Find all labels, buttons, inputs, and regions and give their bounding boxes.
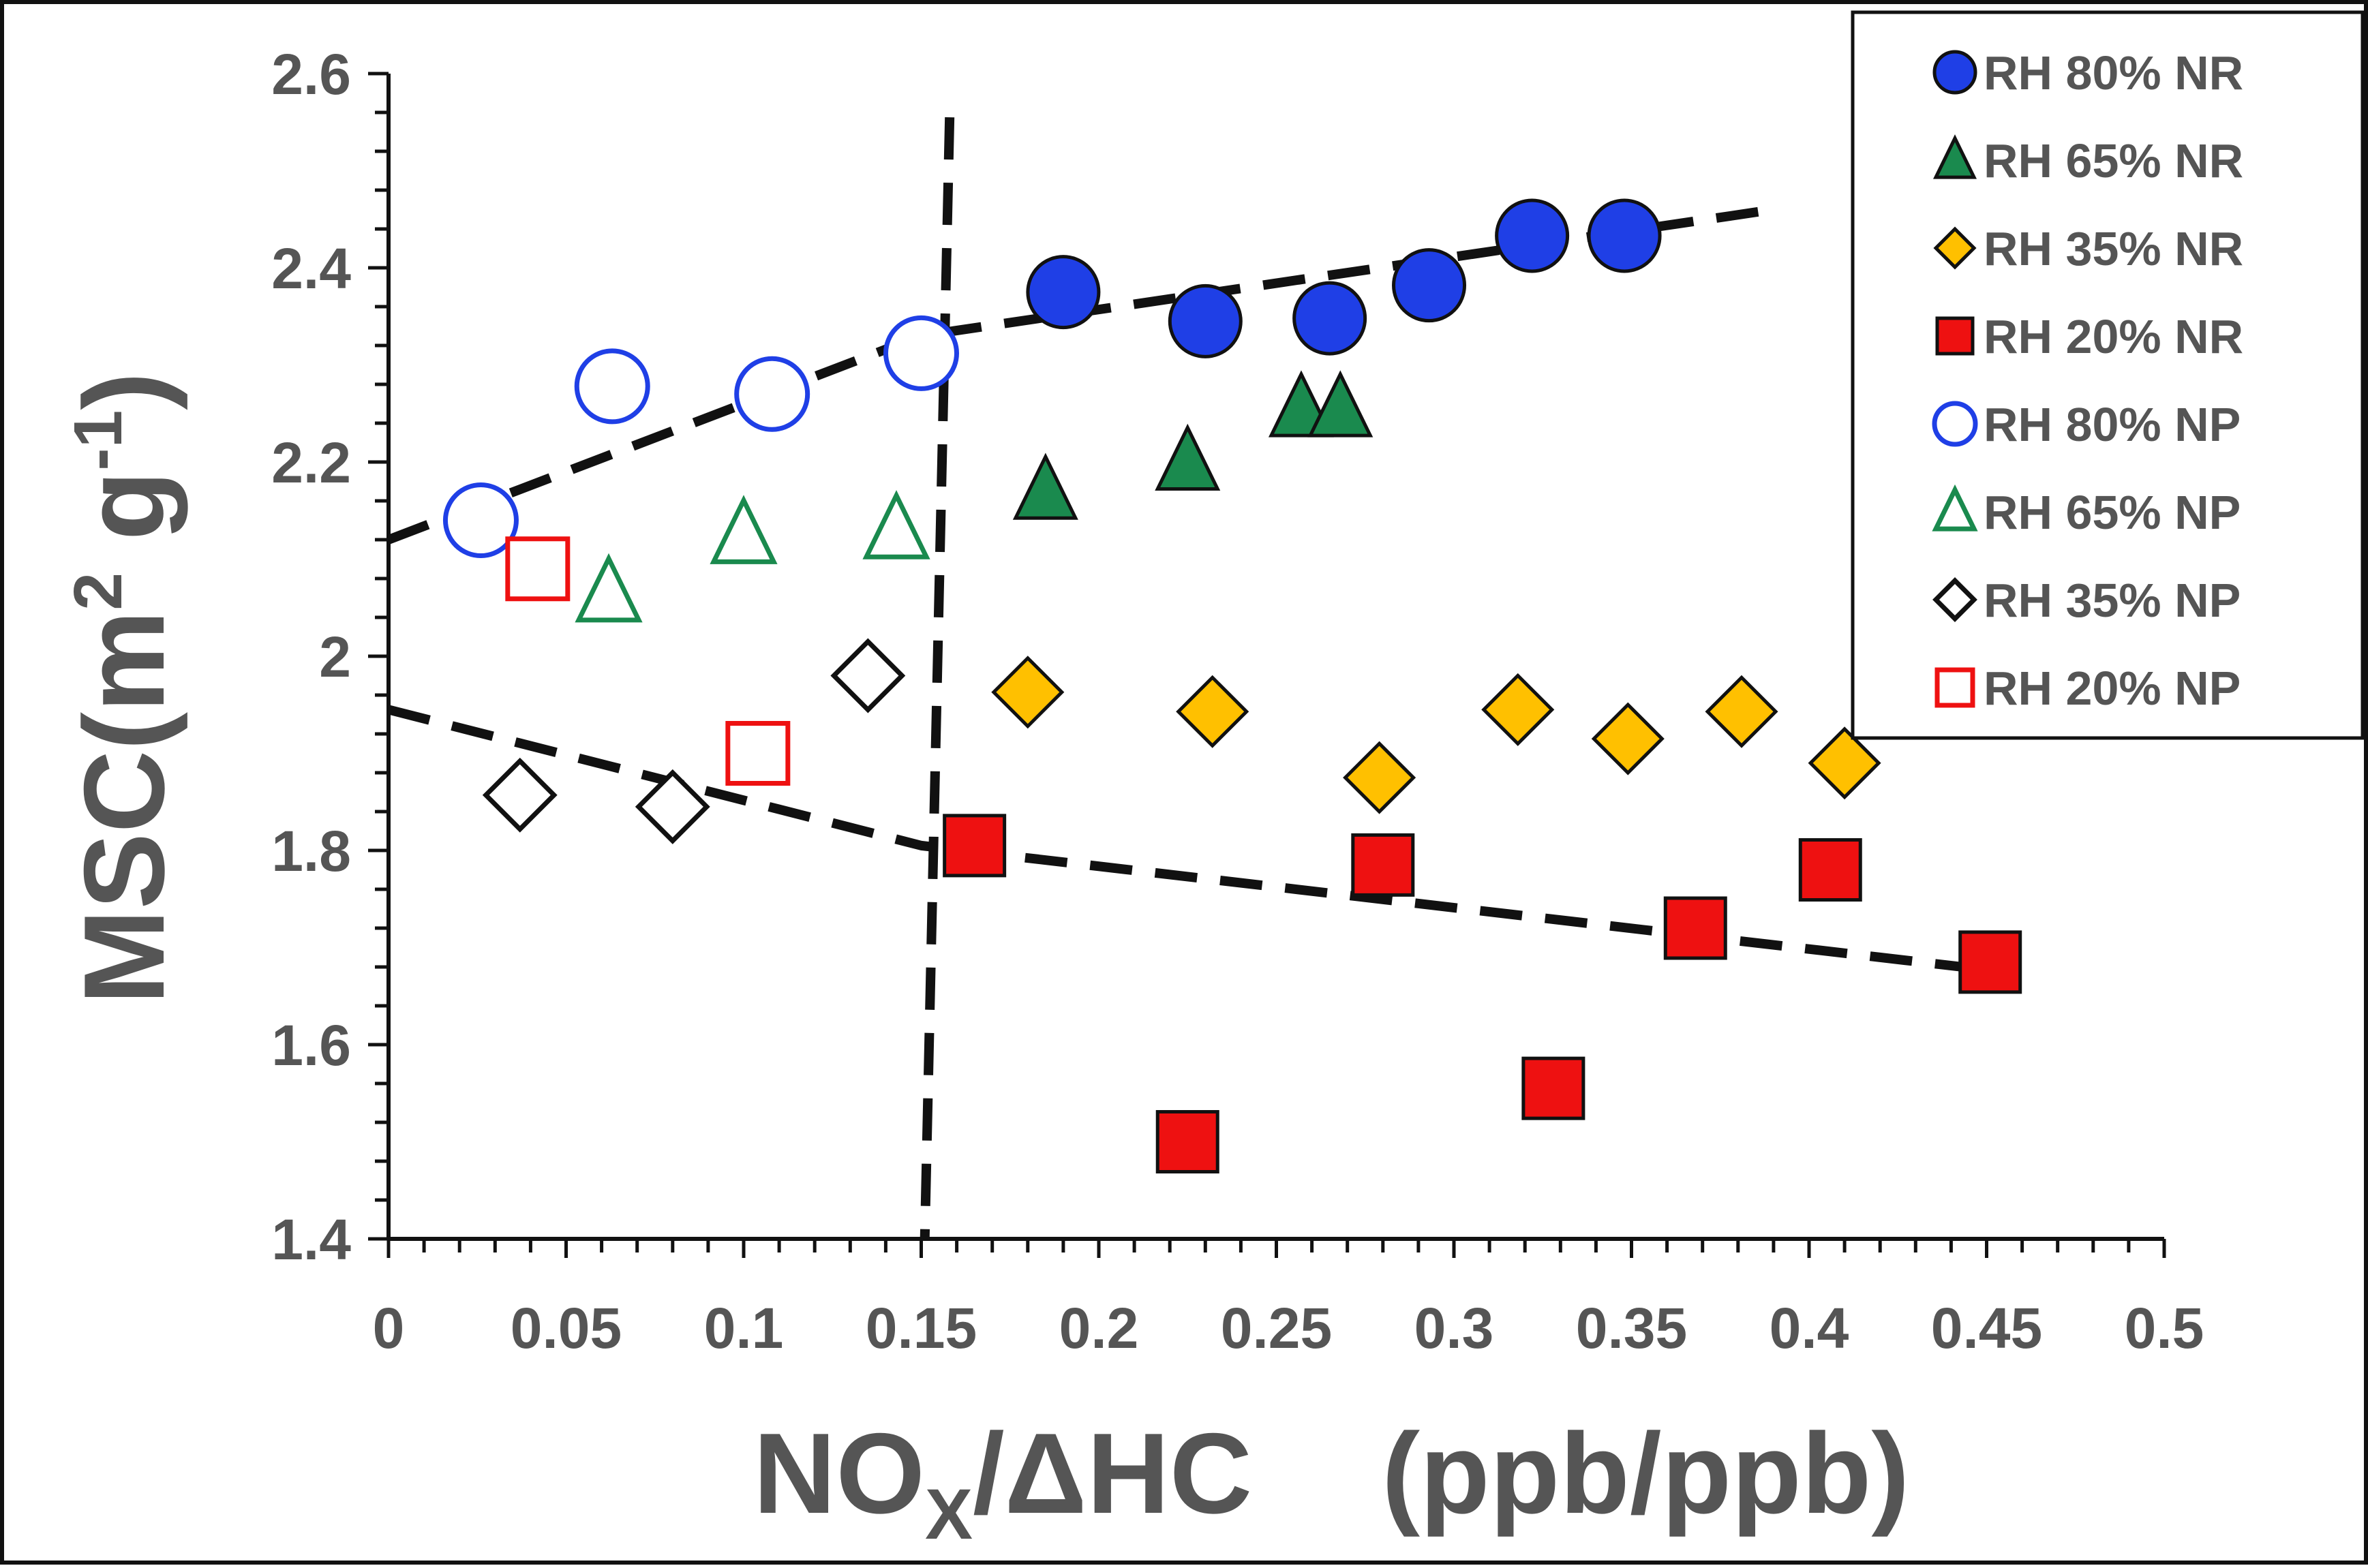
- upper-trend-line: [386, 204, 1774, 544]
- point-rh-80-np: [883, 315, 959, 391]
- y-tick-label: 2.2: [271, 431, 351, 495]
- y-axis-title: MSC(m2 g-1): [60, 372, 188, 1004]
- point-rh-35-nr: [1591, 702, 1665, 775]
- x-tick-label: 0.25: [1221, 1296, 1333, 1360]
- point-rh-65-np: [710, 495, 778, 564]
- point-rh-35-nr: [1705, 675, 1778, 748]
- point-rh-35-nr: [1481, 673, 1555, 746]
- x-tick-label: 0.35: [1576, 1296, 1688, 1360]
- legend-marker-rh-80-np: [1932, 401, 1978, 447]
- point-rh-80-np: [442, 482, 519, 558]
- y-tick-label: 2.6: [271, 42, 351, 106]
- point-rh-65-np: [862, 490, 930, 559]
- point-rh-20-np: [505, 536, 571, 602]
- point-rh-80-np: [734, 356, 810, 432]
- point-rh-80-nr: [1168, 283, 1243, 358]
- x-axis-title: NOX/ΔHC (ppb/ppb): [753, 1409, 1909, 1554]
- x-tick-label: 0.5: [2125, 1296, 2204, 1360]
- point-rh-20-nr: [1351, 833, 1415, 897]
- marker-layer: [442, 198, 2022, 1173]
- point-rh-20-nr: [1663, 896, 1727, 960]
- y-tick-label: 2.4: [271, 236, 351, 301]
- point-rh-20-nr: [943, 814, 1007, 878]
- x-tick-label: 0.45: [1931, 1296, 2043, 1360]
- point-rh-80-nr: [1587, 198, 1662, 273]
- point-rh-20-np: [725, 721, 791, 786]
- point-rh-80-nr: [1292, 281, 1367, 356]
- legend-marker-rh-35-nr: [1933, 226, 1977, 270]
- legend-marker-rh-35-np: [1932, 577, 1977, 622]
- legend-marker-rh-80-nr: [1932, 50, 1977, 95]
- point-rh-20-nr: [1155, 1110, 1219, 1173]
- point-rh-35-nr: [1176, 675, 1249, 748]
- point-rh-35-nr: [1808, 726, 1881, 800]
- legend-label-rh-80-nr: RH 80% NR: [1984, 46, 2243, 99]
- point-rh-35-np: [830, 638, 906, 713]
- point-rh-35-np: [635, 769, 710, 844]
- point-rh-65-nr: [1155, 423, 1221, 491]
- x-tick-label: 0.3: [1414, 1296, 1494, 1360]
- y-tick-label: 2: [319, 625, 351, 689]
- legend-label-rh-80-np: RH 80% NP: [1984, 398, 2241, 451]
- point-rh-80-nr: [1495, 198, 1570, 273]
- point-rh-80-nr: [1026, 255, 1101, 330]
- y-tick-label: 1.6: [271, 1013, 351, 1077]
- y-tick-label: 1.8: [271, 819, 351, 883]
- legend-label-rh-65-nr: RH 65% NR: [1984, 134, 2243, 187]
- lower-trend-line: [387, 705, 2005, 977]
- point-rh-35-nr: [1343, 741, 1416, 814]
- legend-label-rh-20-nr: RH 20% NR: [1984, 310, 2243, 363]
- y-tick-label: 1.4: [271, 1208, 351, 1272]
- vertical-divider-line: [920, 117, 955, 1240]
- legend-label-rh-20-np: RH 20% NP: [1984, 662, 2241, 715]
- point-rh-20-nr: [1958, 930, 2022, 994]
- x-tick-label: 0.15: [866, 1296, 977, 1360]
- point-rh-35-np: [482, 757, 558, 833]
- legend-label-rh-35-nr: RH 35% NR: [1984, 222, 2243, 275]
- legend-marker-rh-65-nr: [1932, 134, 1977, 179]
- point-rh-65-nr: [1012, 452, 1078, 520]
- x-tick-label: 0.1: [704, 1296, 784, 1360]
- legend-marker-rh-65-np: [1932, 484, 1978, 532]
- point-rh-80-nr: [1392, 248, 1467, 323]
- legend-label-rh-35-np: RH 35% NP: [1984, 574, 2241, 627]
- legend-label-rh-65-np: RH 65% NP: [1984, 486, 2241, 539]
- point-rh-35-nr: [991, 656, 1065, 729]
- legend-box: [1851, 10, 2365, 740]
- point-rh-20-nr: [1521, 1056, 1585, 1120]
- legend: RH 80% NR RH 65% NR RH 35% NR RH 20% NR RH 8…: [1851, 10, 2365, 740]
- plot-layer: 0 0.05 0.1 0.15 0.2 0.25 0.3 0.35 0.4 0.45 0.5 1.4 1…: [271, 42, 2204, 1360]
- x-tick-label: 0.05: [511, 1296, 622, 1360]
- x-tick-label: 0.2: [1059, 1296, 1139, 1360]
- x-tick-label: 0: [373, 1296, 405, 1360]
- point-rh-65-np: [575, 553, 643, 623]
- point-rh-80-np: [574, 348, 650, 425]
- trend-layer: [386, 117, 2005, 1240]
- legend-marker-rh-20-nr: [1935, 316, 1975, 356]
- point-rh-65-nr: [1307, 370, 1373, 437]
- legend-marker-rh-20-np: [1934, 667, 1975, 708]
- point-rh-20-nr: [1798, 838, 1862, 902]
- x-tick-label: 0.4: [1770, 1296, 1849, 1360]
